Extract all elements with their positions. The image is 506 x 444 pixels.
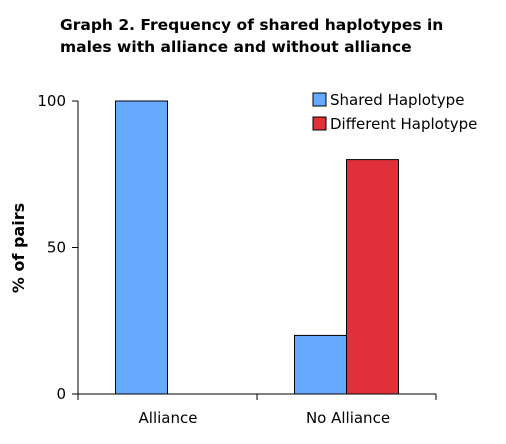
legend-label-different-haplotype: Different Haplotype — [330, 115, 477, 133]
y-tick-label-50: 50 — [47, 239, 66, 257]
y-tick-label-0: 0 — [56, 385, 66, 403]
x-category-label-no-alliance: No Alliance — [306, 409, 390, 427]
legend-label-shared-haplotype: Shared Haplotype — [330, 91, 464, 109]
y-tick-label-100: 100 — [37, 92, 66, 110]
bars-group — [115, 100, 399, 395]
bar-alliance-shared-haplotype — [115, 100, 168, 395]
y-axis-label: % of pairs — [9, 203, 28, 293]
legend-swatch-shared-haplotype — [312, 92, 327, 107]
bar-no-alliance-shared-haplotype — [294, 334, 347, 395]
x-category-label-alliance: Alliance — [139, 409, 198, 427]
chart-title-line-1: Graph 2. Frequency of shared haplotypes … — [60, 16, 444, 34]
bar-no-alliance-different-haplotype — [346, 159, 399, 395]
legend-swatch-different-haplotype — [312, 116, 327, 131]
chart-title-line-2: males with alliance and without alliance — [60, 38, 412, 56]
chart-title: Graph 2. Frequency of shared haplotypes … — [60, 14, 500, 58]
